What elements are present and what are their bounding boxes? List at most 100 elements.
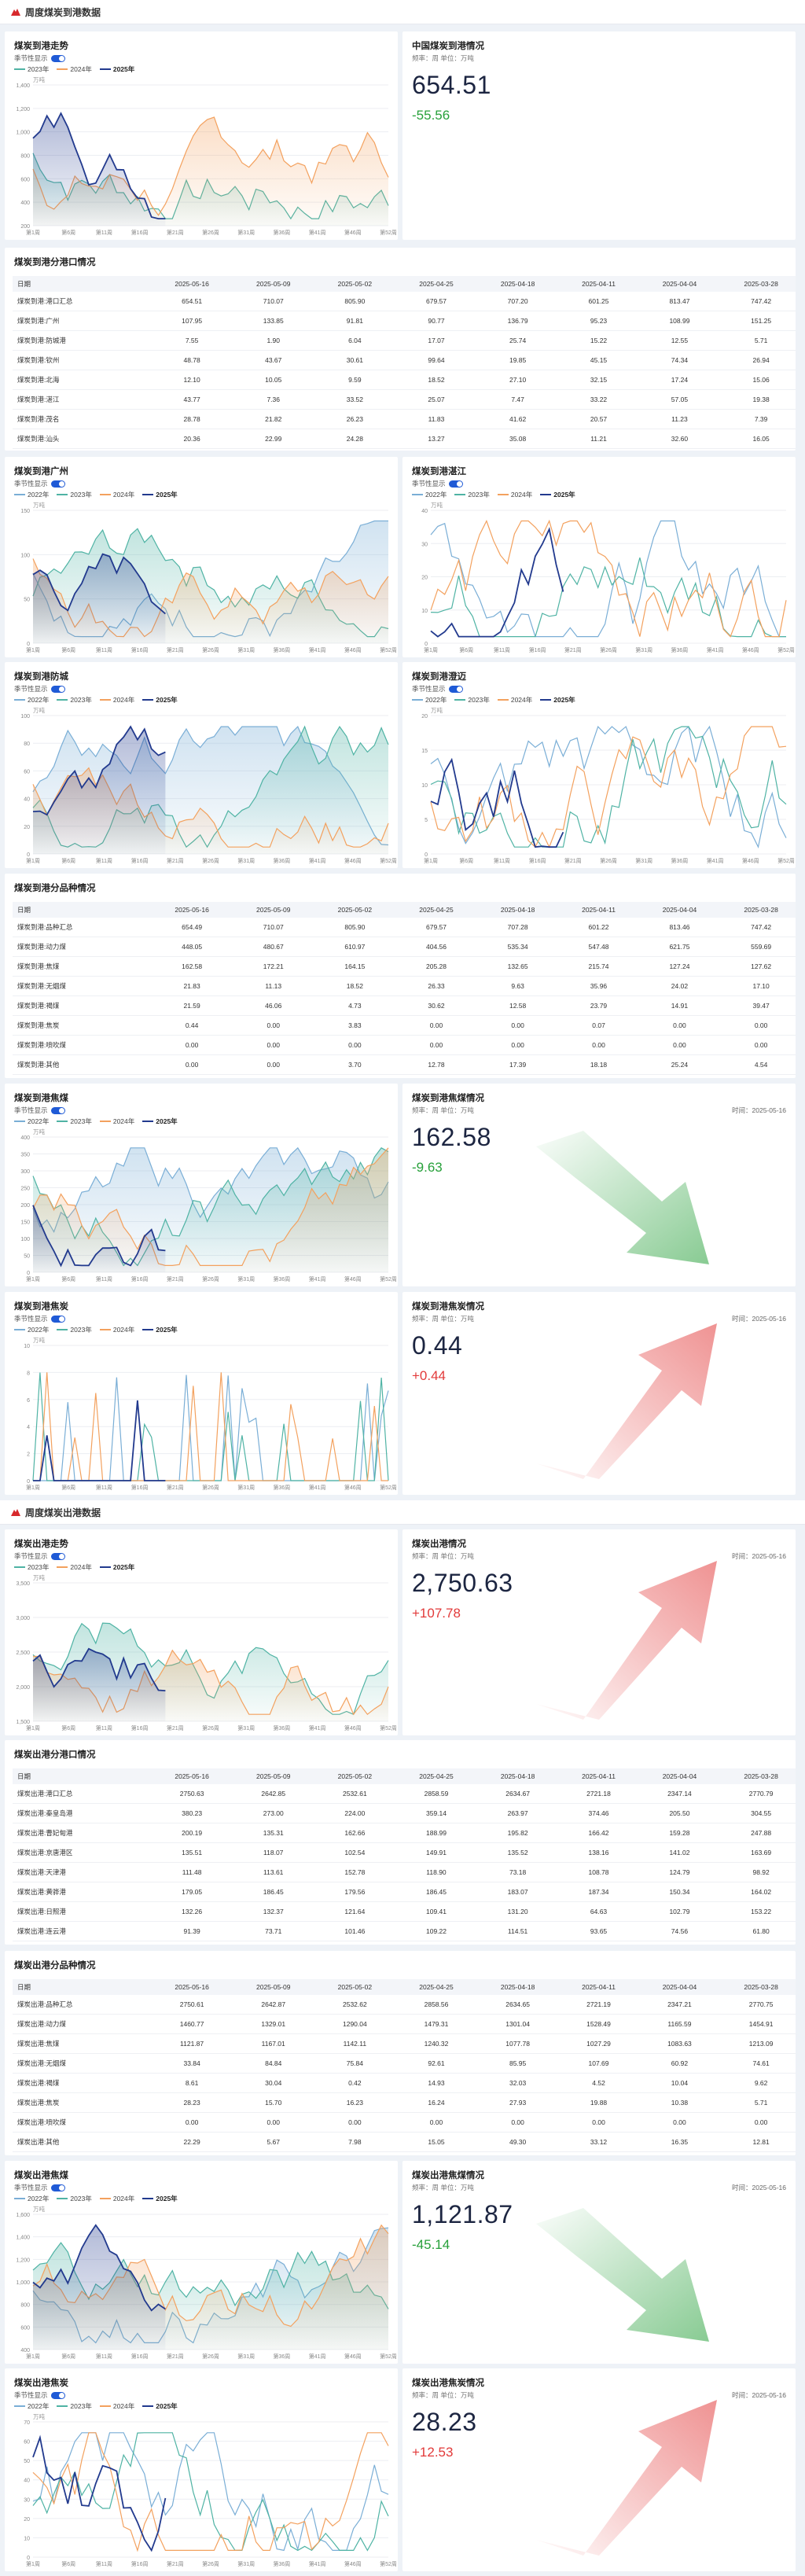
column-header[interactable]: 2025-05-09 [232,1979,314,1995]
column-header[interactable]: 2025-05-16 [151,1768,233,1784]
row-label: 煤炭出港:焦煤 [13,2033,152,2054]
legend-item[interactable]: 2023年 [454,490,490,499]
column-header[interactable]: 2025-04-25 [395,902,477,918]
x-tick-label: 第52周 [777,857,795,864]
column-header[interactable]: 2025-05-09 [232,276,314,292]
table-cell: 114.51 [476,1921,559,1941]
legend-item[interactable]: 2022年 [14,695,49,705]
legend-item[interactable]: 2022年 [14,2194,49,2203]
legend-item[interactable]: 2023年 [454,695,490,705]
legend-item[interactable]: 2025年 [142,1117,178,1126]
table-cell: 15.05 [395,2132,477,2152]
column-header[interactable]: 日期 [13,1768,152,1784]
seasonal-toggle[interactable] [50,1315,65,1323]
legend-item[interactable]: 2022年 [412,695,447,705]
column-header[interactable]: 2025-04-25 [395,1768,477,1784]
column-header[interactable]: 2025-03-28 [720,902,796,918]
table-cell: 1083.63 [638,2033,721,2054]
legend-item[interactable]: 2025年 [142,695,178,705]
legend-item[interactable]: 2022年 [412,490,447,499]
legend-swatch [57,1121,68,1122]
legend-item[interactable]: 2025年 [142,490,178,499]
seasonal-toggle[interactable] [50,685,65,693]
legend-item[interactable]: 2023年 [57,490,92,499]
seasonal-toggle[interactable] [448,480,463,488]
legend-item[interactable]: 2023年 [14,1562,49,1572]
table-cell: 679.57 [395,292,477,311]
column-header[interactable]: 日期 [13,902,152,918]
legend-item[interactable]: 2022年 [14,1325,49,1334]
legend-item[interactable]: 2023年 [57,1117,92,1126]
column-header[interactable]: 2025-04-18 [476,1768,559,1784]
legend-item[interactable]: 2024年 [57,64,92,74]
legend-item[interactable]: 2023年 [57,1325,92,1334]
x-tick-label: 第52周 [380,2353,397,2360]
column-header[interactable]: 2025-04-04 [638,276,721,292]
legend-item[interactable]: 2024年 [99,490,134,499]
y-tick-label: 1,000 [16,2280,30,2286]
table-cell: 3.83 [314,1015,396,1036]
seasonal-toggle[interactable] [50,1552,65,1560]
legend-item[interactable]: 2025年 [99,64,134,74]
legend-item[interactable]: 2025年 [99,1562,134,1572]
column-header[interactable]: 日期 [13,1979,152,1995]
column-header[interactable]: 2025-05-09 [232,902,314,918]
column-header[interactable]: 2025-04-18 [476,276,559,292]
legend-item[interactable]: 2025年 [142,1325,178,1334]
legend-item[interactable]: 2024年 [99,695,134,705]
column-header[interactable]: 2025-05-02 [314,1768,396,1784]
seasonal-toggle[interactable] [50,54,65,62]
legend-item[interactable]: 2023年 [57,695,92,705]
seasonal-toggle[interactable] [50,2184,65,2191]
seasonal-toggle[interactable] [50,480,65,488]
column-header[interactable]: 2025-04-04 [638,1979,721,1995]
legend-item[interactable]: 2024年 [99,1325,134,1334]
legend-item[interactable]: 2025年 [142,2401,178,2411]
table-cell: 12.55 [638,330,721,351]
column-header[interactable]: 2025-05-09 [232,1768,314,1784]
column-header[interactable]: 2025-05-02 [314,276,396,292]
legend-item[interactable]: 2024年 [99,1117,134,1126]
column-header[interactable]: 2025-04-25 [395,1979,477,1995]
column-header[interactable]: 2025-04-11 [558,1979,639,1995]
legend-item[interactable]: 2023年 [57,2194,92,2203]
column-header[interactable]: 日期 [13,276,152,292]
column-header[interactable]: 2025-05-16 [151,1979,233,1995]
table-cell: 92.61 [395,2053,477,2074]
column-header[interactable]: 2025-05-16 [151,902,233,918]
column-header[interactable]: 2025-03-28 [720,276,796,292]
legend-item[interactable]: 2025年 [540,490,575,499]
column-header[interactable]: 2025-04-18 [476,1979,559,1995]
column-header[interactable]: 2025-04-25 [395,276,477,292]
table-cell: 12.10 [151,370,233,390]
x-tick-label: 第26周 [202,646,219,653]
legend-item[interactable]: 2022年 [14,2401,49,2411]
column-header[interactable]: 2025-03-28 [720,1768,796,1784]
column-header[interactable]: 2025-05-02 [314,1979,396,1995]
legend-item[interactable]: 2023年 [14,64,49,74]
legend-item[interactable]: 2024年 [497,490,532,499]
legend-item[interactable]: 2024年 [99,2401,134,2411]
column-header[interactable]: 2025-04-11 [558,276,639,292]
legend-item[interactable]: 2025年 [540,695,575,705]
legend-item[interactable]: 2024年 [57,1562,92,1572]
column-header[interactable]: 2025-04-11 [558,902,639,918]
legend-item[interactable]: 2022年 [14,1117,49,1126]
seasonal-toggle[interactable] [50,1106,65,1114]
column-header[interactable]: 2025-03-28 [720,1979,796,1995]
column-header[interactable]: 2025-04-04 [638,902,721,918]
column-header[interactable]: 2025-04-11 [558,1768,639,1784]
column-header[interactable]: 2025-04-04 [638,1768,721,1784]
legend-item[interactable]: 2025年 [142,2194,178,2203]
column-header[interactable]: 2025-04-18 [476,902,559,918]
legend-item[interactable]: 2024年 [497,695,532,705]
legend-item[interactable]: 2023年 [57,2401,92,2411]
column-header[interactable]: 2025-05-16 [151,276,233,292]
x-tick-label: 第41周 [707,857,724,864]
legend-label: 2023年 [70,2402,92,2410]
column-header[interactable]: 2025-05-02 [314,902,396,918]
seasonal-toggle[interactable] [448,685,463,693]
legend-item[interactable]: 2022年 [14,490,49,499]
legend-item[interactable]: 2024年 [99,2194,134,2203]
seasonal-toggle[interactable] [50,2391,65,2399]
